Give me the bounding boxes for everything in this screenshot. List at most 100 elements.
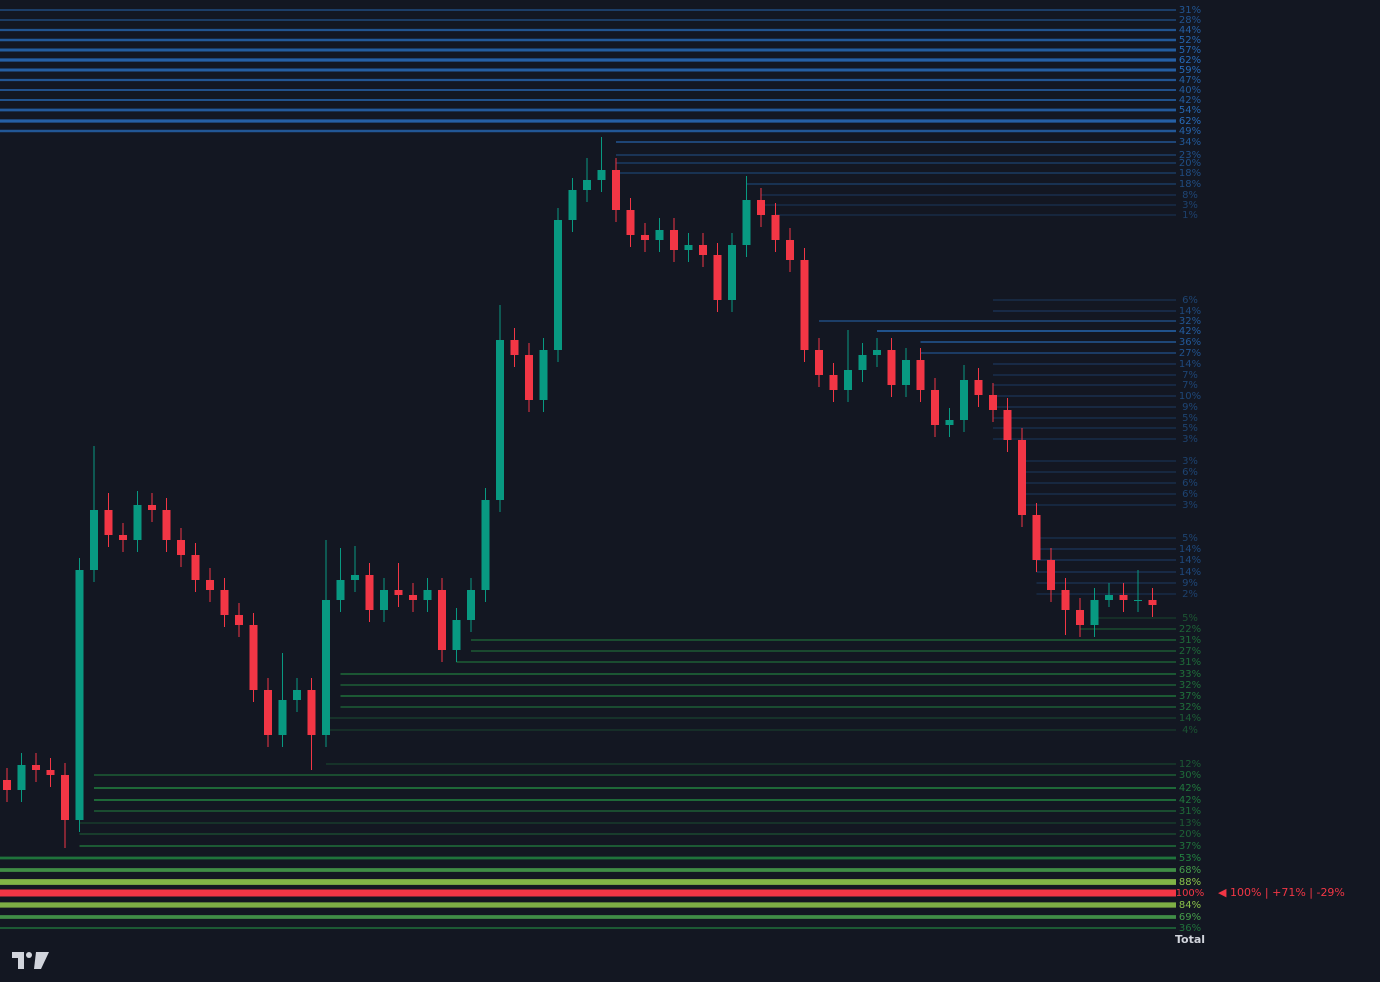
- candle-body: [394, 590, 403, 595]
- candle-body: [133, 505, 142, 540]
- candle-body: [786, 240, 794, 260]
- candle-body: [931, 390, 939, 425]
- level-label: 37%: [1179, 841, 1201, 852]
- levels: 31%28%44%52%57%62%59%47%40%42%54%62%49%3…: [0, 5, 1204, 934]
- candle-body: [554, 220, 562, 350]
- level-label: 57%: [1179, 45, 1201, 56]
- candle-body: [597, 170, 606, 180]
- level-label: 30%: [1179, 770, 1201, 781]
- level-label: 69%: [1179, 912, 1201, 923]
- candle-body: [902, 360, 910, 385]
- level-label: 14%: [1179, 359, 1201, 370]
- candle-body: [1061, 590, 1070, 610]
- level-label: 34%: [1179, 137, 1201, 148]
- level-label: 44%: [1179, 25, 1201, 36]
- level-label: 5%: [1182, 533, 1198, 544]
- level-label: 23%: [1179, 150, 1201, 161]
- level-label: 14%: [1179, 713, 1201, 724]
- logo-part: [26, 952, 32, 958]
- level-label: 3%: [1182, 200, 1198, 211]
- candle-body: [409, 595, 417, 600]
- candle-body: [525, 355, 533, 400]
- level-label: 28%: [1179, 15, 1201, 26]
- candle-body: [742, 200, 751, 245]
- level-label: 31%: [1179, 635, 1201, 646]
- level-label: 52%: [1179, 35, 1201, 46]
- level-label: 2%: [1182, 589, 1198, 600]
- level-label: 8%: [1182, 190, 1198, 201]
- candle-body: [104, 510, 113, 535]
- level-label: 31%: [1179, 5, 1201, 16]
- level-label: 40%: [1179, 85, 1201, 96]
- level-label: 14%: [1179, 567, 1201, 578]
- level-label: 14%: [1179, 555, 1201, 566]
- level-label: 5%: [1182, 413, 1198, 424]
- candle-body: [800, 260, 809, 350]
- candle-body: [858, 355, 867, 370]
- candle-body: [249, 625, 258, 690]
- candle-body: [307, 690, 316, 735]
- level-label: 7%: [1182, 380, 1198, 391]
- candle-body: [119, 535, 127, 540]
- level-label: 27%: [1179, 348, 1201, 359]
- candle-body: [699, 245, 707, 255]
- level-label: 59%: [1179, 65, 1201, 76]
- candle-body: [293, 690, 301, 700]
- level-label: 22%: [1179, 624, 1201, 635]
- level-label: 6%: [1182, 489, 1198, 500]
- candle-body: [844, 370, 852, 390]
- candle-body: [945, 420, 954, 425]
- level-label: 13%: [1179, 818, 1201, 829]
- level-label: 42%: [1179, 95, 1201, 106]
- candle-body: [887, 350, 896, 385]
- level-label: 6%: [1182, 467, 1198, 478]
- candle-body: [148, 505, 156, 510]
- level-label: 32%: [1179, 316, 1201, 327]
- level-label: 47%: [1179, 75, 1201, 86]
- candle-body: [467, 590, 475, 620]
- candle-body: [1047, 560, 1055, 590]
- level-label: 42%: [1179, 326, 1201, 337]
- level-label: 42%: [1179, 783, 1201, 794]
- level-label: 14%: [1179, 306, 1201, 317]
- candle-body: [235, 615, 243, 625]
- candle-body: [61, 775, 69, 820]
- level-label: 20%: [1179, 158, 1201, 169]
- candle-body: [351, 575, 359, 580]
- candle-body: [1148, 600, 1157, 605]
- candle-body: [771, 215, 780, 240]
- level-label: 32%: [1179, 680, 1201, 691]
- level-label: 27%: [1179, 646, 1201, 657]
- candle-body: [612, 170, 620, 210]
- level-label: 37%: [1179, 691, 1201, 702]
- level-label: 31%: [1179, 806, 1201, 817]
- candles: [3, 137, 1157, 848]
- candle-body: [1090, 600, 1099, 625]
- level-label: 4%: [1182, 725, 1198, 736]
- candle-body: [206, 580, 214, 590]
- level-label: 88%: [1179, 877, 1201, 888]
- candle-body: [380, 590, 388, 610]
- candle-body: [539, 350, 548, 400]
- candle-body: [916, 360, 925, 390]
- level-label: 32%: [1179, 702, 1201, 713]
- candle-body: [1018, 440, 1026, 515]
- total-label: Total: [1175, 933, 1205, 946]
- candle-body: [1032, 515, 1041, 560]
- candle-body: [960, 380, 968, 420]
- level-label: 5%: [1182, 613, 1198, 624]
- candle-body: [583, 180, 591, 190]
- level-label: 100%: [1176, 888, 1205, 899]
- candle-body: [1105, 595, 1113, 600]
- level-label: 9%: [1182, 402, 1198, 413]
- level-label: 9%: [1182, 578, 1198, 589]
- logo: [12, 952, 49, 969]
- level-label: 54%: [1179, 105, 1201, 116]
- level-label: 12%: [1179, 759, 1201, 770]
- level-label: 68%: [1179, 865, 1201, 876]
- candle-body: [713, 255, 722, 300]
- candle-body: [1076, 610, 1084, 625]
- candle-body: [1003, 410, 1012, 440]
- logo-part: [34, 952, 49, 969]
